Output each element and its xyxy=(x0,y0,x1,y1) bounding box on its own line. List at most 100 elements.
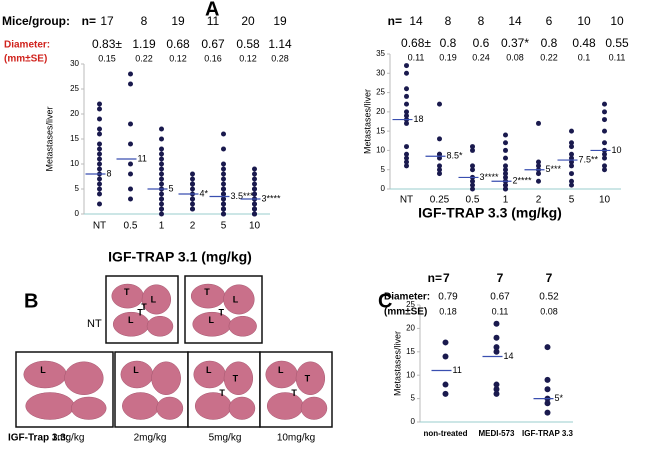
data-point xyxy=(503,147,508,153)
data-point xyxy=(221,186,226,192)
data-point xyxy=(190,176,195,182)
se-value: 0.28 xyxy=(271,53,289,63)
median-label: 11 xyxy=(453,365,462,375)
x-tick-label: NT xyxy=(93,221,106,232)
y-tick-label: 5 xyxy=(381,165,386,174)
data-point xyxy=(404,101,409,107)
data-point xyxy=(437,171,442,177)
x-axis-title: IGF-TRAP 3.3 (mg/kg) xyxy=(418,205,562,221)
x-tick-label: NT xyxy=(400,195,413,206)
data-point xyxy=(159,201,164,207)
data-point xyxy=(128,141,133,147)
data-point xyxy=(503,171,508,177)
tissue xyxy=(266,392,304,420)
se-value: 0.1 xyxy=(578,52,591,62)
tissue xyxy=(223,284,255,315)
data-point xyxy=(221,206,226,212)
tissue-letter: L xyxy=(206,365,212,375)
data-point xyxy=(190,201,195,207)
x-tick-label: MEDI-573 xyxy=(478,429,515,438)
data-point xyxy=(97,186,102,192)
data-point xyxy=(221,181,226,187)
data-point xyxy=(503,132,508,138)
data-point xyxy=(569,151,574,157)
y-tick-label: 10 xyxy=(70,159,79,168)
n-value: 11 xyxy=(207,14,220,28)
data-point xyxy=(97,181,102,187)
median-label: 3.5*** xyxy=(231,191,255,201)
tissue-letter: L xyxy=(128,315,134,325)
data-point xyxy=(159,156,164,162)
data-point xyxy=(437,136,442,142)
data-point xyxy=(404,155,409,161)
data-point xyxy=(602,128,607,134)
data-point xyxy=(404,70,409,76)
median-label: 5* xyxy=(555,393,564,403)
data-point xyxy=(190,206,195,212)
se-value: 0.19 xyxy=(439,52,457,62)
tissue-letter: T xyxy=(233,373,239,383)
se-value: 0.22 xyxy=(540,52,558,62)
se-value: 0.16 xyxy=(204,53,222,63)
x-tick-label: 5 xyxy=(221,221,227,232)
data-point xyxy=(221,201,226,207)
data-point xyxy=(470,186,475,192)
diameter-value: 1.19 xyxy=(132,37,156,51)
y-tick-label: 15 xyxy=(406,347,415,356)
tissue xyxy=(141,284,172,315)
median-label: 11 xyxy=(138,153,147,163)
data-point xyxy=(437,155,442,161)
diameter-unit: (mm±SE) xyxy=(384,307,427,318)
tissue xyxy=(194,392,232,420)
data-point xyxy=(493,381,500,388)
data-point xyxy=(544,376,551,383)
dose-label: 1mg/kg xyxy=(52,433,85,444)
median-label: 14 xyxy=(504,351,514,361)
data-point xyxy=(536,171,541,177)
median-label: 4* xyxy=(200,188,209,198)
data-point xyxy=(470,178,475,184)
diameter-value: 0.6 xyxy=(473,36,490,50)
diameter-unit: (mm±SE) xyxy=(4,54,47,65)
y-tick-label: 5 xyxy=(411,394,416,403)
data-point xyxy=(602,109,607,115)
data-point xyxy=(503,182,508,188)
data-point xyxy=(493,344,500,351)
data-point xyxy=(536,120,541,126)
x-tick-label: 2 xyxy=(190,221,196,232)
median-label: 7.5** xyxy=(579,154,599,164)
n-value: 20 xyxy=(241,14,255,28)
data-point xyxy=(569,171,574,177)
data-point xyxy=(159,136,164,142)
data-point xyxy=(221,146,226,152)
data-point xyxy=(602,101,607,107)
data-point xyxy=(602,151,607,157)
data-point xyxy=(190,171,195,177)
y-tick-label: 0 xyxy=(381,184,386,193)
data-point xyxy=(159,126,164,132)
data-point xyxy=(503,186,508,192)
n-value: 7 xyxy=(546,271,553,285)
data-point xyxy=(252,166,257,172)
data-point xyxy=(97,191,102,197)
n-value: 8 xyxy=(141,14,148,28)
n-value: 14 xyxy=(409,14,423,28)
tissue xyxy=(300,396,328,420)
n-value: 8 xyxy=(478,14,485,28)
n-value: 6 xyxy=(546,14,553,28)
y-tick-label: 20 xyxy=(376,107,385,116)
median-label: 5 xyxy=(169,183,174,193)
data-point xyxy=(128,161,133,167)
data-point xyxy=(470,144,475,150)
tissue-letter: L xyxy=(40,365,46,375)
n-label: n= xyxy=(428,271,442,285)
data-point xyxy=(404,151,409,157)
tissue-letter: L xyxy=(278,365,284,375)
se-value: 0.11 xyxy=(492,306,509,316)
panel-label: B xyxy=(24,290,38,312)
diameter-label: Diameter: xyxy=(4,40,50,51)
diameter-value: 0.55 xyxy=(605,36,629,50)
median-label: 5*** xyxy=(546,164,562,174)
y-tick-label: 10 xyxy=(376,146,385,155)
tissue xyxy=(25,392,75,420)
